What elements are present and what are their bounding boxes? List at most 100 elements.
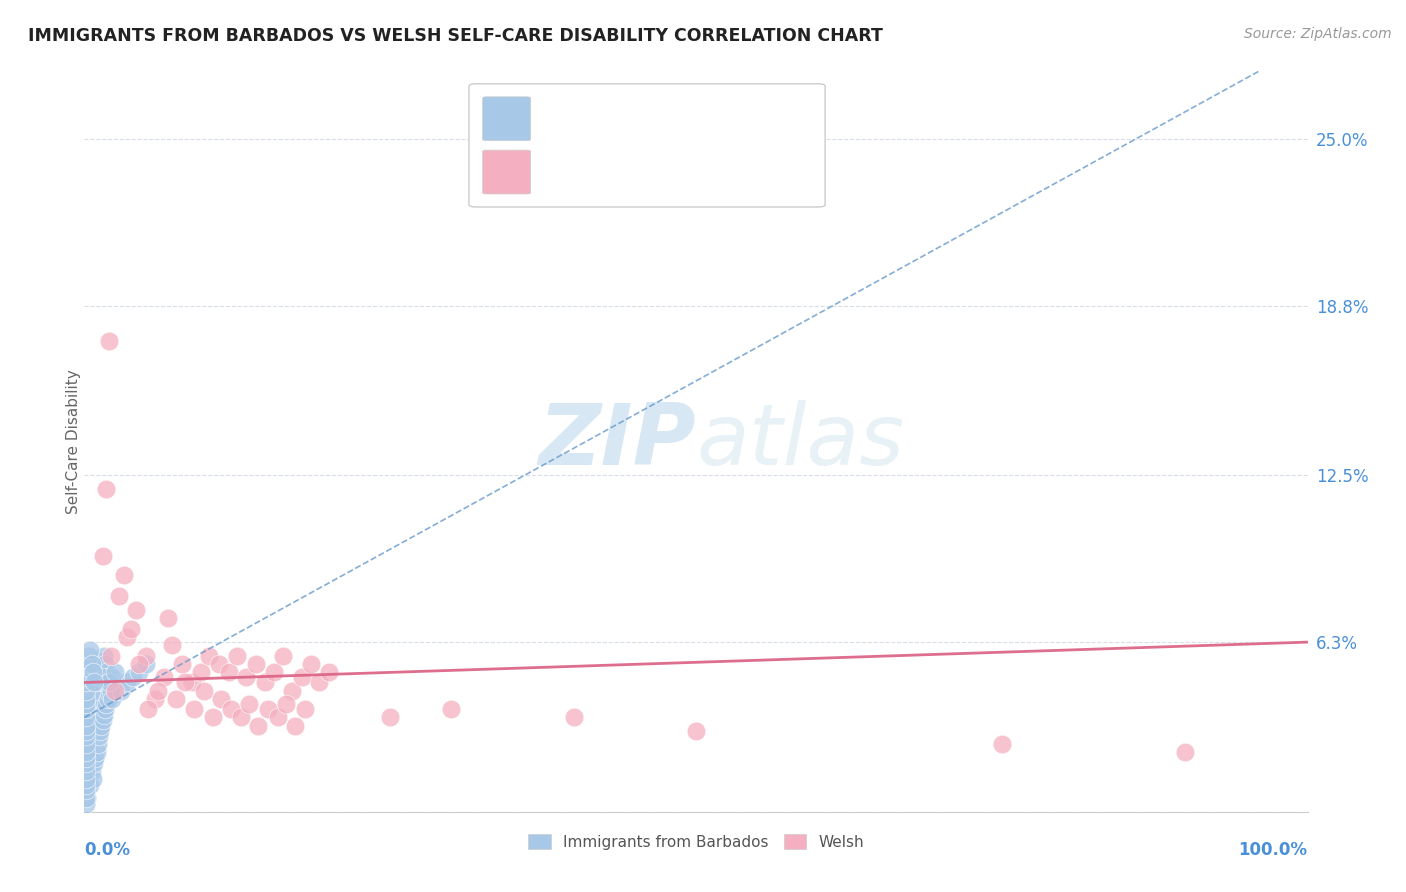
Point	[107, 590, 129, 604]
Point	[143, 691, 166, 706]
Point	[685, 723, 707, 738]
Point	[75, 783, 97, 797]
Point	[193, 683, 215, 698]
Point	[77, 718, 100, 732]
Point	[77, 648, 100, 663]
Point	[76, 710, 98, 724]
Point	[299, 657, 322, 671]
Point	[284, 718, 307, 732]
Point	[562, 710, 585, 724]
Point	[98, 681, 121, 695]
Point	[245, 657, 267, 671]
Text: ZIP: ZIP	[538, 400, 696, 483]
Point	[120, 622, 142, 636]
Point	[75, 718, 97, 732]
Point	[75, 764, 97, 779]
Point	[318, 665, 340, 679]
Point	[82, 723, 104, 738]
Point	[1174, 746, 1197, 760]
Point	[75, 691, 97, 706]
Point	[135, 648, 157, 663]
Point	[104, 665, 127, 679]
Point	[101, 691, 124, 706]
Text: IMMIGRANTS FROM BARBADOS VS WELSH SELF-CARE DISABILITY CORRELATION CHART: IMMIGRANTS FROM BARBADOS VS WELSH SELF-C…	[28, 27, 883, 45]
Point	[75, 738, 97, 752]
Point	[79, 729, 101, 743]
Point	[266, 710, 288, 724]
Point	[97, 686, 120, 700]
Point	[83, 756, 105, 771]
Point	[235, 670, 257, 684]
Point	[380, 710, 402, 724]
Point	[125, 603, 148, 617]
Point	[84, 691, 107, 706]
Point	[208, 657, 231, 671]
Point	[75, 723, 97, 738]
Point	[172, 657, 194, 671]
Point	[229, 710, 252, 724]
Text: Source: ZipAtlas.com: Source: ZipAtlas.com	[1244, 27, 1392, 41]
Point	[76, 791, 98, 805]
Point	[97, 334, 120, 348]
Point	[128, 657, 150, 671]
Point	[308, 675, 330, 690]
Point	[91, 713, 114, 727]
Point	[183, 702, 205, 716]
Point	[173, 675, 195, 690]
Point	[75, 710, 97, 724]
Y-axis label: Self-Care Disability: Self-Care Disability	[66, 369, 80, 514]
Point	[97, 691, 120, 706]
Point	[75, 670, 97, 684]
Point	[97, 670, 120, 684]
Point	[115, 630, 138, 644]
Point	[91, 654, 114, 668]
Point	[84, 751, 107, 765]
Point	[90, 718, 112, 732]
Point	[101, 670, 124, 684]
Point	[219, 702, 242, 716]
Point	[97, 675, 120, 690]
Point	[94, 657, 117, 671]
Point	[294, 702, 316, 716]
Point	[79, 778, 101, 792]
Text: 100.0%: 100.0%	[1239, 841, 1308, 859]
Point	[156, 611, 179, 625]
Point	[87, 670, 110, 684]
Point	[86, 746, 108, 760]
Point	[91, 670, 114, 684]
Point	[75, 723, 97, 738]
Text: 0.0%: 0.0%	[84, 841, 131, 859]
Point	[115, 675, 138, 690]
Point	[100, 675, 122, 690]
Point	[77, 657, 100, 671]
Point	[89, 665, 111, 679]
Point	[80, 764, 103, 779]
Point	[153, 670, 176, 684]
Point	[75, 683, 97, 698]
Point	[89, 723, 111, 738]
Point	[136, 702, 159, 716]
Point	[80, 657, 103, 671]
Point	[86, 683, 108, 698]
Point	[87, 738, 110, 752]
Point	[100, 686, 122, 700]
Point	[80, 710, 103, 724]
Point	[75, 675, 97, 690]
Point	[281, 683, 304, 698]
Point	[276, 697, 298, 711]
Point	[162, 638, 184, 652]
Point	[100, 648, 122, 663]
Point	[238, 697, 260, 711]
Point	[75, 751, 97, 765]
Point	[75, 764, 97, 779]
Point	[291, 670, 314, 684]
Point	[135, 657, 157, 671]
Point	[77, 738, 100, 752]
Point	[209, 691, 232, 706]
Point	[98, 681, 121, 695]
Point	[75, 783, 97, 797]
Point	[263, 665, 285, 679]
Point	[128, 665, 150, 679]
Point	[271, 648, 294, 663]
Point	[165, 691, 187, 706]
